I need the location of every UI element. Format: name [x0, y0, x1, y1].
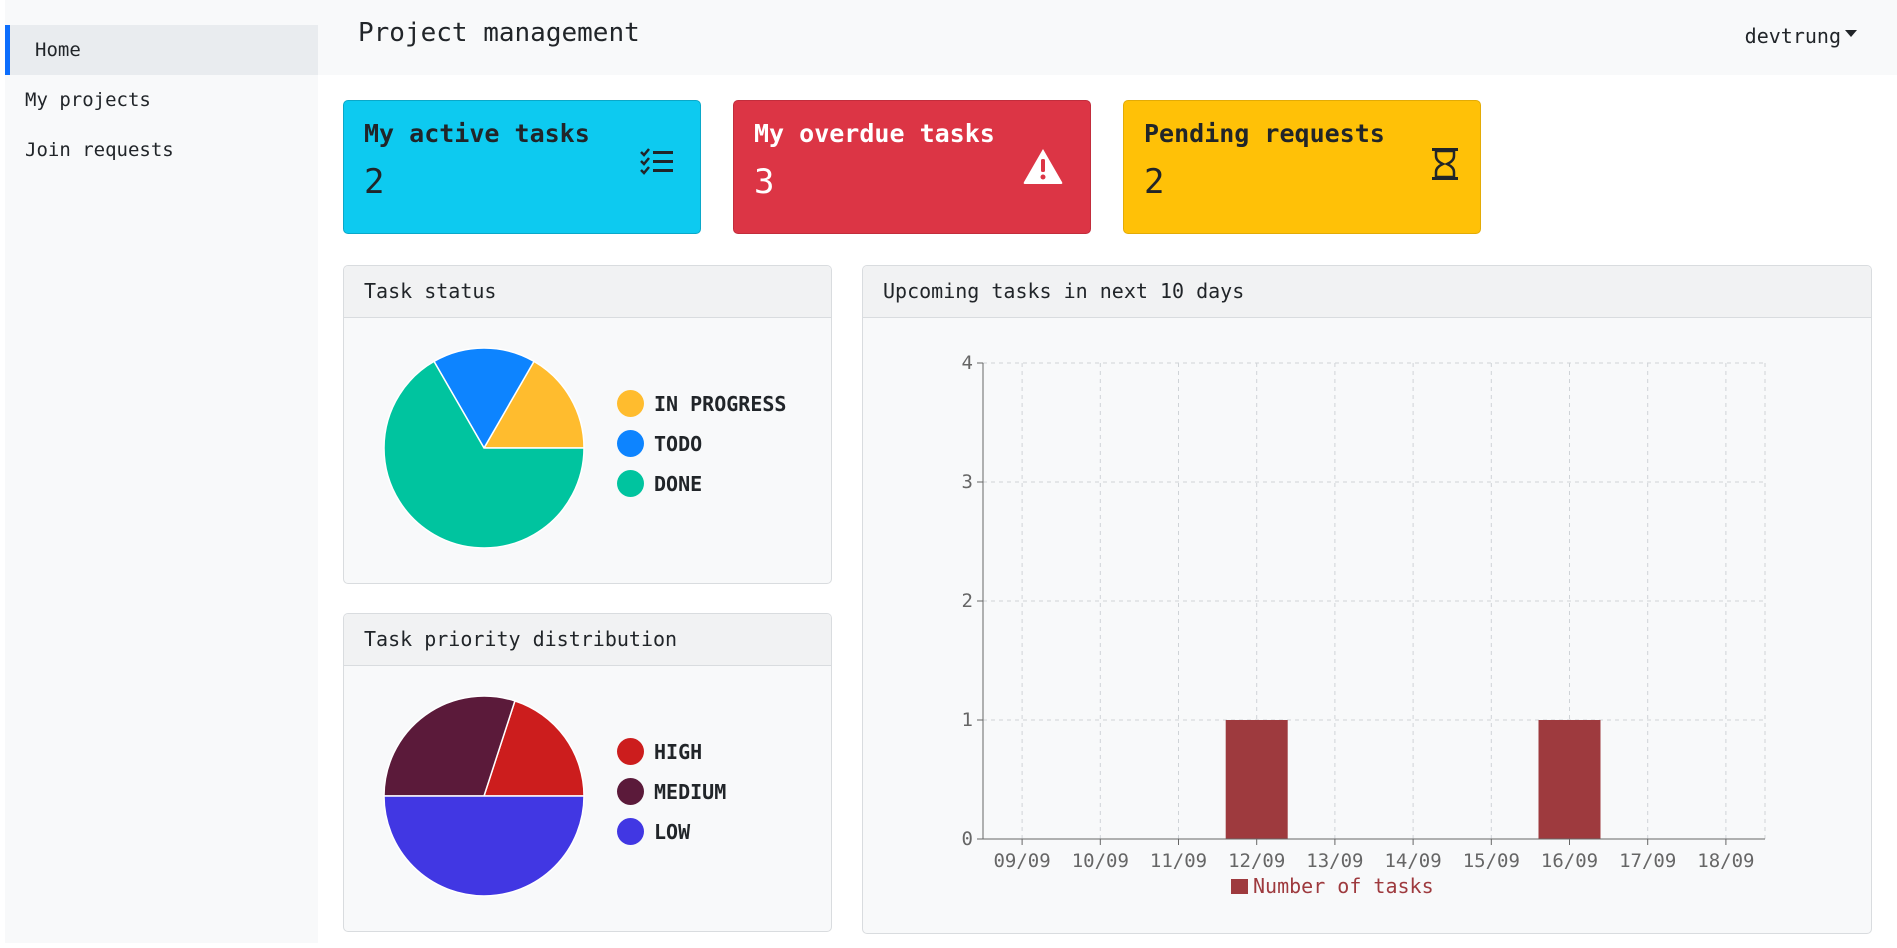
task-status-pie-chart — [383, 347, 585, 549]
legend-label: Number of tasks — [1253, 874, 1434, 898]
task-priority-pie-chart — [383, 695, 585, 897]
pending-requests-card[interactable]: Pending requests 2 — [1123, 100, 1481, 234]
panel-title: Task priority distribution — [344, 614, 831, 666]
legend-label: TODO — [654, 431, 703, 456]
y-tick-label: 2 — [962, 590, 973, 612]
stat-title: My overdue tasks — [754, 119, 995, 148]
top-navbar: Project management devtrung — [318, 0, 1897, 75]
sidebar-item-label: Join requests — [25, 139, 174, 161]
x-tick-label: 09/09 — [993, 850, 1050, 872]
legend-swatch — [617, 778, 644, 805]
app-title[interactable]: Project management — [358, 18, 640, 48]
legend-swatch — [1231, 879, 1248, 894]
stat-title: Pending requests — [1144, 119, 1385, 148]
pie-slice-medium[interactable] — [383, 695, 516, 797]
legend-item: IN PROGRESS — [617, 390, 786, 417]
legend-label: HIGH — [654, 739, 703, 764]
x-tick-label: 18/09 — [1697, 850, 1754, 872]
user-name: devtrung — [1744, 24, 1841, 48]
legend-swatch — [617, 818, 644, 845]
stat-title: My active tasks — [364, 119, 590, 148]
pie-slice-todo[interactable] — [432, 347, 536, 450]
pie-slice-high[interactable] — [482, 699, 585, 797]
sidebar: Home My projects Join requests — [5, 0, 318, 943]
x-tick-label: 12/09 — [1228, 850, 1285, 872]
legend-item: DONE — [617, 470, 702, 497]
pie-slice-done[interactable] — [383, 360, 585, 549]
panel-title: Task status — [344, 266, 831, 318]
x-tick-label: 14/09 — [1384, 850, 1441, 872]
legend-item: HIGH — [617, 738, 702, 765]
legend-item: MEDIUM — [617, 778, 726, 805]
sidebar-item-home[interactable]: Home — [5, 25, 318, 75]
x-tick-label: 15/09 — [1463, 850, 1520, 872]
warning-triangle-icon — [1023, 149, 1063, 184]
x-tick-label: 10/09 — [1072, 850, 1129, 872]
active-tasks-card[interactable]: My active tasks 2 — [343, 100, 701, 234]
checklist-icon — [640, 148, 673, 175]
caret-down-icon — [1845, 29, 1857, 37]
y-tick-label: 3 — [962, 471, 973, 493]
legend-swatch — [617, 738, 644, 765]
upcoming-tasks-bar-chart: 0 1 2 3 4 09/09 10/09 11/09 12/09 13/09 14/09 15/09… — [962, 352, 1766, 898]
sidebar-item-label: My projects — [25, 89, 151, 111]
stat-value: 3 — [754, 162, 775, 202]
stat-value: 2 — [364, 162, 385, 202]
panel-title: Upcoming tasks in next 10 days — [863, 266, 1871, 318]
pie-slice-in-progress[interactable] — [482, 360, 585, 449]
legend-label: LOW — [654, 819, 691, 844]
y-tick-label: 1 — [962, 709, 973, 731]
legend-label: IN PROGRESS — [654, 391, 787, 416]
overdue-tasks-card[interactable]: My overdue tasks 3 — [733, 100, 1091, 234]
bar-12-09[interactable] — [1225, 720, 1288, 839]
legend-label: MEDIUM — [654, 779, 727, 804]
sidebar-item-join-requests[interactable]: Join requests — [5, 125, 318, 175]
x-tick-label: 11/09 — [1150, 850, 1207, 872]
y-tick-label: 0 — [962, 828, 973, 850]
upcoming-tasks-panel: Upcoming tasks in next 10 days 0 1 2 3 4 09/0… — [862, 265, 1872, 934]
x-tick-label: 13/09 — [1306, 850, 1363, 872]
sidebar-item-my-projects[interactable]: My projects — [5, 75, 318, 125]
legend-swatch — [617, 470, 644, 497]
user-menu-dropdown[interactable]: devtrung — [1745, 24, 1857, 48]
legend-label: DONE — [654, 471, 703, 496]
task-status-panel: Task status IN PROGRESS TODO DONE — [343, 265, 832, 584]
x-tick-label: 16/09 — [1541, 850, 1598, 872]
legend-item: LOW — [617, 818, 690, 845]
pie-slice-low[interactable] — [383, 795, 585, 897]
hourglass-icon — [1432, 148, 1458, 180]
bar-16-09[interactable] — [1538, 720, 1601, 839]
x-tick-label: 17/09 — [1619, 850, 1676, 872]
task-priority-panel: Task priority distribution HIGH MEDIUM LOW — [343, 613, 832, 932]
y-tick-label: 4 — [962, 352, 973, 374]
legend-item: TODO — [617, 430, 702, 457]
legend-swatch — [617, 430, 644, 457]
stat-value: 2 — [1144, 162, 1165, 202]
sidebar-item-label: Home — [35, 39, 81, 61]
legend-swatch — [617, 390, 644, 417]
